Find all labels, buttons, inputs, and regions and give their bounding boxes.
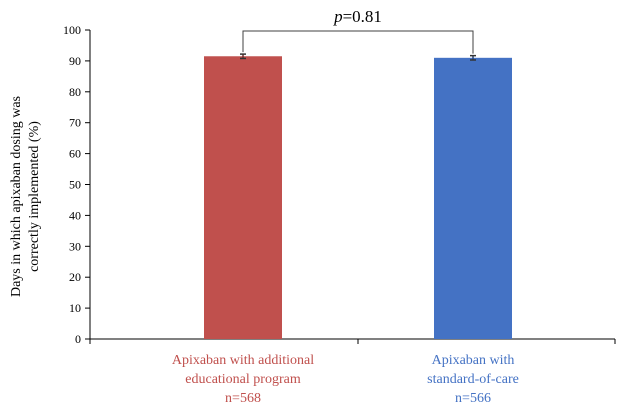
x-category-label: Apixaban with additional bbox=[172, 353, 314, 368]
y-tick-label: 40 bbox=[69, 208, 81, 222]
x-category-label: n=566 bbox=[455, 391, 491, 406]
y-tick-label: 100 bbox=[63, 23, 81, 37]
p-value-annotation: p=0.81 bbox=[333, 7, 382, 26]
significance-bracket bbox=[242, 30, 474, 54]
x-category-label: n=568 bbox=[225, 391, 261, 406]
x-category-label: Apixaban with bbox=[432, 353, 515, 368]
p-value-italic: p bbox=[333, 7, 343, 26]
x-category-label: educational program bbox=[185, 372, 301, 387]
y-tick-label: 30 bbox=[69, 239, 81, 253]
y-axis-label: correctly implemented (%) bbox=[27, 121, 42, 272]
p-value-number: =0.81 bbox=[343, 7, 382, 26]
y-tick-label: 90 bbox=[69, 54, 81, 68]
bar bbox=[434, 57, 512, 340]
y-tick-label: 20 bbox=[69, 270, 81, 284]
y-tick-label: 60 bbox=[69, 147, 81, 161]
y-tick-label: 10 bbox=[69, 301, 81, 315]
bar bbox=[204, 56, 282, 339]
y-tick-label: 80 bbox=[69, 85, 81, 99]
y-tick-label: 0 bbox=[75, 332, 81, 346]
y-tick-label: 70 bbox=[69, 116, 81, 130]
x-category-label: standard-of-care bbox=[427, 372, 519, 387]
y-tick-label: 50 bbox=[69, 178, 81, 192]
y-axis-label: Days in which apixaban dosing was bbox=[9, 96, 24, 297]
